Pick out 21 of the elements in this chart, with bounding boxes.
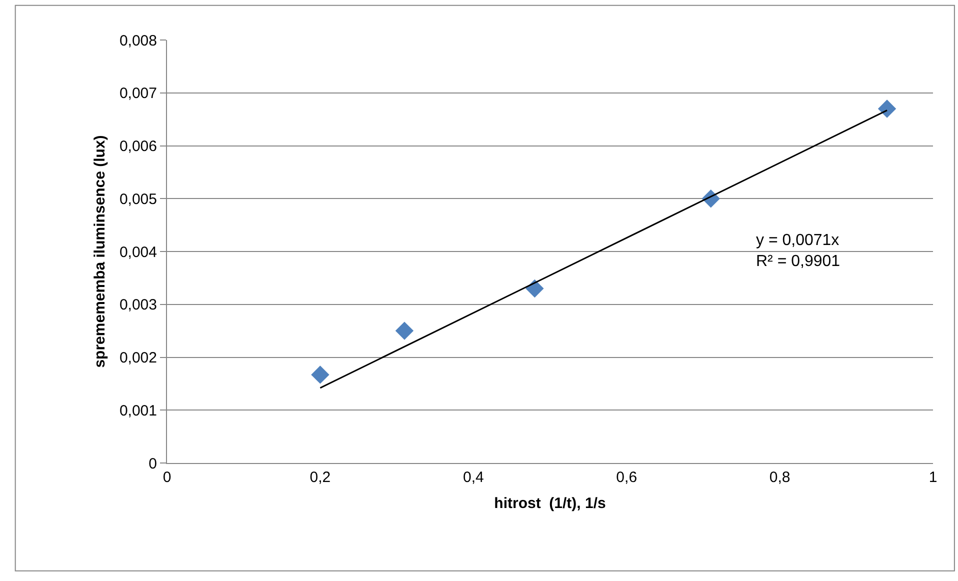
y-axis-title: spremememba iluminsence (lux) [92,135,109,368]
point [395,322,414,340]
x-axis-title: hitrost (1/t), 1/s [494,495,606,512]
point [878,100,896,118]
x-tick-label: 0,6 [616,469,638,486]
x-tick-label: 0,2 [310,469,331,486]
y-tick-label: 0,008 [119,32,157,50]
y-tick-label: 0,006 [119,138,157,155]
x-tick-label: 0,4 [462,469,484,486]
y-tick-label: 0 [148,455,157,472]
y-tick-label: 0,007 [119,85,157,102]
point [311,366,330,384]
x-tick-label: 1 [928,469,938,486]
y-tick-label: 0,002 [119,350,157,366]
x-tick-label: 0 [162,469,172,486]
y-tick-label: 0,005 [119,190,157,208]
y-tick-label: 0,004 [119,244,157,261]
x-tick-label: 0,8 [769,469,790,486]
y-tick-label: 0,001 [119,402,157,420]
annotation: y = 0,0071x R² = 0,9901 [756,232,840,270]
y-tick-label: 0,003 [119,296,157,314]
